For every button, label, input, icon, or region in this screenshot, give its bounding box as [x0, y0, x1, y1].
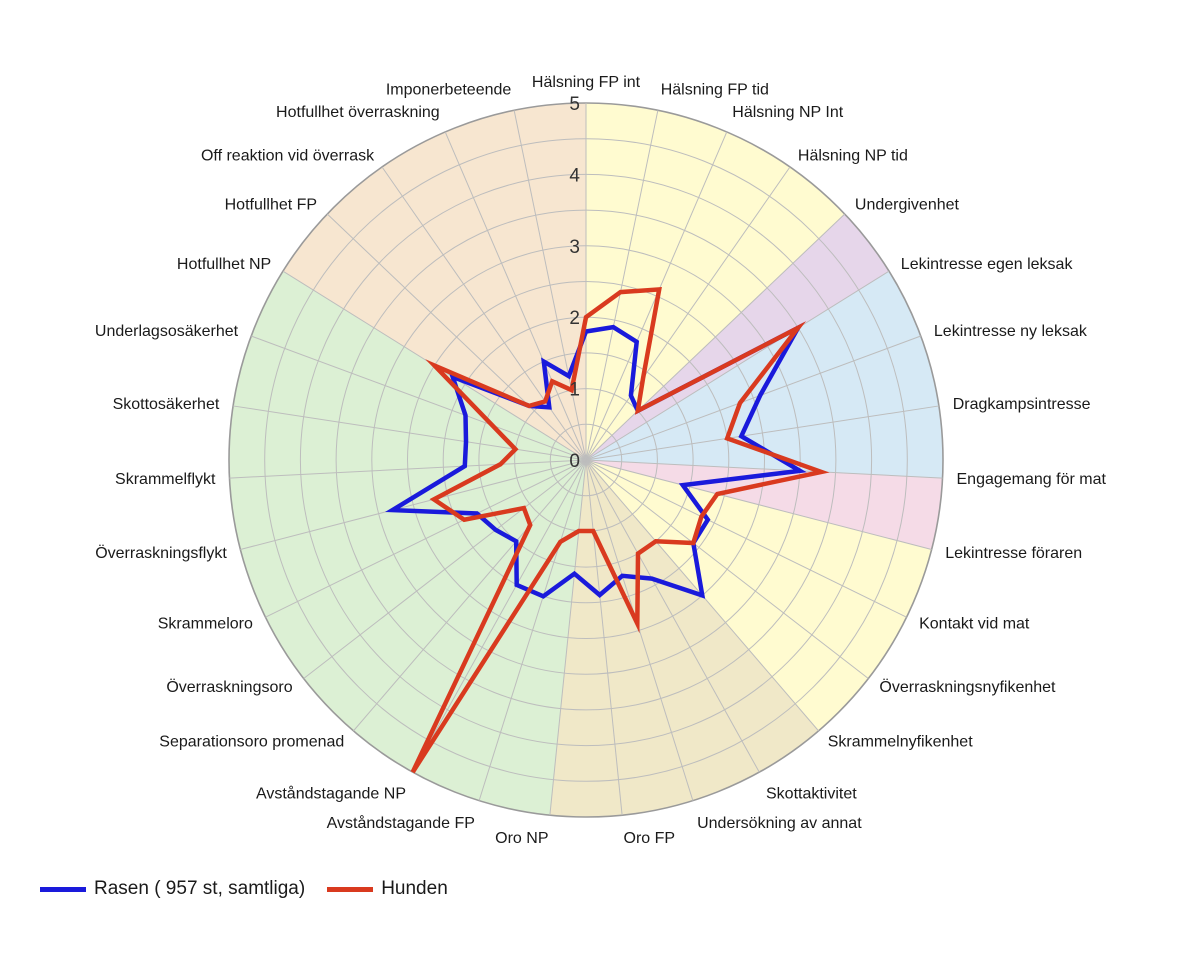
category-label-lekintresse-foraren: Lekintresse föraren: [945, 545, 1082, 562]
category-label-separationsoro-promenad: Separationsoro promenad: [159, 734, 344, 751]
category-label-halsning-fp-tid: Hälsning FP tid: [661, 82, 769, 99]
sector-band-5: [549, 460, 819, 817]
category-label-lekintresse-egen-leksak: Lekintresse egen leksak: [901, 256, 1074, 273]
category-label-skottaktivitet: Skottaktivitet: [766, 785, 857, 802]
category-label-off-reaktion-vid-overrask: Off reaktion vid överrask: [201, 148, 375, 165]
category-label-engagemang-for-mat: Engagemang för mat: [957, 471, 1107, 488]
grid-spoke-4: [585, 213, 846, 461]
category-label-dragkampsintresse: Dragkampsintresse: [953, 396, 1091, 413]
category-label-avstandstagande-np: Avståndstagande NP: [256, 784, 406, 802]
tick-label-2: 2: [569, 308, 580, 329]
tick-label-0: 0: [569, 451, 580, 472]
category-label-kontakt-vid-mat: Kontakt vid mat: [919, 615, 1030, 632]
category-label-halsning-np-int: Hälsning NP Int: [732, 104, 843, 121]
sector-band-3: [586, 460, 943, 550]
category-label-halsning-np-tid: Hälsning NP tid: [798, 148, 908, 165]
category-label-lekintresse-ny-leksak: Lekintresse ny leksak: [934, 323, 1088, 340]
grid-spoke-23: [229, 459, 587, 479]
legend-item-hunden: Hunden: [327, 878, 448, 900]
grid-spoke-13: [585, 459, 760, 773]
tick-label-5: 5: [569, 94, 580, 115]
legend: Rasen ( 957 st, samtliga) Hunden: [40, 878, 470, 900]
grid-spoke-15: [585, 459, 623, 816]
category-label-skrammeloro: Skrammeloro: [158, 615, 253, 632]
legend-label-hunden: Hunden: [381, 878, 448, 899]
category-labels: Hälsning FP int Hälsning FP tid Hälsning N…: [95, 74, 1107, 847]
category-label-overraskningsnyfikenhet: Överraskningsnyfikenhet: [879, 678, 1056, 696]
grid-spoke-11: [585, 459, 869, 679]
category-label-hotfullhet-overraskning: Hotfullhet överraskning: [276, 104, 440, 121]
sector-band-7: [283, 103, 586, 460]
tick-label-4: 4: [569, 165, 580, 186]
radial-tick-labels: 0 1 2 3 4 5: [569, 94, 580, 472]
legend-label-rasen: Rasen ( 957 st, samtliga): [94, 878, 306, 899]
category-label-overraskningsoro: Överraskningsoro: [166, 678, 292, 696]
category-label-skottosakerhet: Skottosäkerhet: [113, 396, 220, 413]
grid-spoke-16: [549, 459, 587, 816]
category-label-overraskningsflykt: Överraskningsflykt: [95, 544, 227, 562]
category-label-hotfullhet-fp: Hotfullhet FP: [225, 196, 317, 213]
legend-swatch-rasen: [40, 886, 86, 892]
grid-spoke-18: [412, 459, 587, 773]
grid-spoke-3: [585, 166, 791, 461]
category-label-undersokning-av-annat: Undersökning av annat: [697, 815, 862, 832]
grid-spoke-28: [381, 166, 587, 461]
grid-spoke-19: [353, 459, 587, 732]
grid-spoke-1: [585, 110, 659, 461]
category-label-skrammelflykt: Skrammelflykt: [115, 471, 216, 488]
category-label-halsning-fp-int: Hälsning FP int: [532, 74, 641, 91]
grid-spoke-20: [303, 459, 587, 679]
category-label-hotfullhet-np: Hotfullhet NP: [177, 256, 271, 273]
sector-band-0: [586, 103, 845, 460]
grid-spoke-29: [444, 131, 587, 461]
grid-spoke-10: [585, 459, 907, 618]
category-label-oro-np: Oro NP: [495, 830, 548, 847]
grid-spoke-21: [265, 459, 587, 618]
legend-item-rasen: Rasen ( 957 st, samtliga): [40, 878, 305, 900]
grid-spoke-22: [240, 459, 587, 550]
data-series: [384, 286, 830, 774]
grid-spoke-5: [585, 270, 890, 461]
grid-spoke-25: [251, 335, 587, 461]
category-label-oro-fp: Oro FP: [624, 830, 676, 847]
grid-spoke-27: [326, 213, 587, 461]
category-label-underlagsosakerhet: Underlagsosäkerhet: [95, 323, 239, 340]
sector-band-4: [586, 460, 932, 731]
grid-spoke-8: [585, 459, 943, 479]
category-label-avstandstagande-fp: Avståndstagande FP: [327, 814, 475, 832]
legend-swatch-hunden: [327, 886, 374, 892]
grid-spoke-6: [585, 335, 921, 461]
grid-spoke-9: [585, 459, 932, 550]
grid-spoke-17: [478, 459, 587, 801]
tick-label-1: 1: [569, 380, 580, 401]
tick-label-3: 3: [569, 237, 580, 258]
grid-spoke-24: [233, 405, 587, 461]
category-label-undergivenhet: Undergivenhet: [855, 196, 960, 213]
grid-spoke-7: [585, 405, 939, 461]
category-label-imponerbeteende: Imponerbeteende: [386, 82, 512, 99]
series-line-hunden: [410, 286, 830, 774]
grid-spoke-30: [513, 110, 587, 461]
sector-band-6: [228, 271, 586, 816]
category-label-skrammelnyfikenhet: Skrammelnyfikenhet: [828, 734, 974, 751]
